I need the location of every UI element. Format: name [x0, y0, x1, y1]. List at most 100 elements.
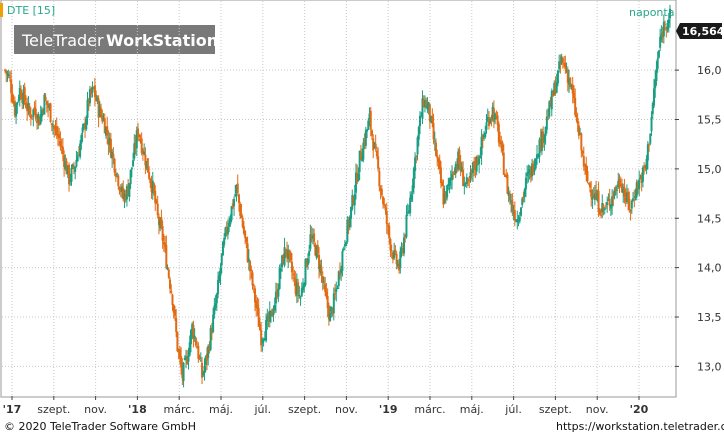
- candle-up: [223, 237, 226, 245]
- candle-up: [446, 185, 449, 198]
- candle-up: [556, 70, 559, 84]
- period-label[interactable]: naponta: [629, 6, 674, 19]
- footer-url[interactable]: https://workstation.teletrader.com: [556, 420, 724, 433]
- candle-up: [358, 150, 361, 172]
- candle-up: [217, 279, 220, 295]
- candle-up: [329, 312, 332, 322]
- candle-up: [332, 293, 335, 314]
- candle-down: [172, 304, 175, 313]
- y-tick-label: 13,0: [697, 360, 722, 373]
- candle-up: [607, 199, 610, 201]
- candle-down: [506, 174, 509, 194]
- candle-up: [579, 133, 582, 135]
- candle-up: [37, 114, 40, 121]
- candle-down: [175, 317, 178, 332]
- candle-up: [85, 118, 88, 130]
- candle-up: [655, 69, 658, 82]
- candle-down: [571, 84, 574, 94]
- candle-down: [503, 174, 506, 177]
- candle-up: [212, 314, 215, 332]
- candle-down: [150, 182, 153, 193]
- candle-down: [256, 305, 259, 309]
- candle-down: [508, 193, 511, 201]
- candle-up: [80, 135, 83, 144]
- candle-down: [255, 300, 258, 308]
- candle-down: [186, 358, 189, 364]
- candle-up: [536, 154, 538, 159]
- candle-down: [379, 187, 382, 191]
- candle-up: [613, 189, 616, 197]
- candle-up: [116, 173, 119, 175]
- candle-down: [359, 152, 362, 160]
- candle-down: [590, 189, 593, 197]
- candle-up: [367, 120, 370, 130]
- candle-up: [516, 219, 519, 223]
- candle-down: [118, 187, 121, 191]
- candle-up: [315, 246, 318, 258]
- candle-up: [357, 173, 360, 181]
- candle-down: [444, 191, 447, 200]
- candle-up: [337, 271, 340, 287]
- candle-up: [277, 288, 280, 297]
- candle-down: [10, 79, 13, 94]
- candle-up: [479, 156, 482, 159]
- candle-down: [127, 186, 130, 196]
- candle-up: [517, 219, 520, 222]
- candle-up: [52, 125, 55, 127]
- candle-up: [451, 174, 454, 181]
- candle-up: [632, 198, 635, 202]
- candle-up: [494, 113, 497, 120]
- candle-down: [33, 107, 36, 111]
- candle-down: [462, 169, 465, 187]
- candle-up: [544, 126, 547, 136]
- candle-down: [529, 166, 532, 178]
- candle-down: [160, 217, 163, 228]
- candle-up: [204, 356, 207, 366]
- candle-down: [375, 150, 378, 157]
- candle-down: [428, 104, 431, 122]
- candle-down: [90, 88, 93, 94]
- footer-copyright: © 2020 TeleTrader Software GmbH: [4, 420, 196, 433]
- candle-down: [42, 110, 45, 113]
- watermark: TeleTrader WorkStation: [14, 25, 218, 54]
- candle-up: [531, 163, 534, 177]
- candle-up: [74, 166, 77, 172]
- candle-up: [515, 220, 518, 222]
- candle-down: [93, 85, 96, 97]
- candle-down: [289, 252, 292, 261]
- candle-down: [334, 293, 337, 295]
- x-tick-label: '18: [128, 403, 147, 416]
- candle-up: [303, 283, 306, 288]
- candle-down: [310, 235, 313, 238]
- candle-up: [189, 330, 192, 345]
- candle-down: [665, 27, 668, 29]
- symbol-label[interactable]: DTE [15]: [7, 4, 55, 17]
- candle-down: [363, 140, 366, 145]
- candle-down: [442, 188, 445, 205]
- candle-down: [100, 108, 103, 116]
- candle-up: [266, 315, 269, 321]
- candle-up: [16, 102, 19, 105]
- candle-down: [623, 186, 626, 197]
- candle-down: [633, 199, 636, 201]
- candle-up: [524, 178, 527, 190]
- candle-up: [555, 82, 558, 93]
- candle-up: [662, 21, 665, 37]
- candle-up: [491, 106, 494, 120]
- candle-down: [240, 213, 243, 219]
- candle-down: [338, 270, 341, 276]
- candle-down: [282, 254, 285, 264]
- candle-up: [15, 103, 18, 117]
- candle-up: [510, 200, 513, 203]
- candle-down: [56, 133, 59, 137]
- candle-down: [49, 103, 52, 123]
- candle-down: [114, 174, 117, 177]
- candle-down: [356, 172, 359, 183]
- candle-up: [145, 161, 148, 169]
- candle-down: [241, 217, 244, 228]
- candle-down: [138, 134, 141, 138]
- candle-down: [12, 101, 15, 104]
- candle-up: [128, 183, 131, 197]
- candle-down: [547, 117, 550, 119]
- candle-down: [476, 156, 479, 165]
